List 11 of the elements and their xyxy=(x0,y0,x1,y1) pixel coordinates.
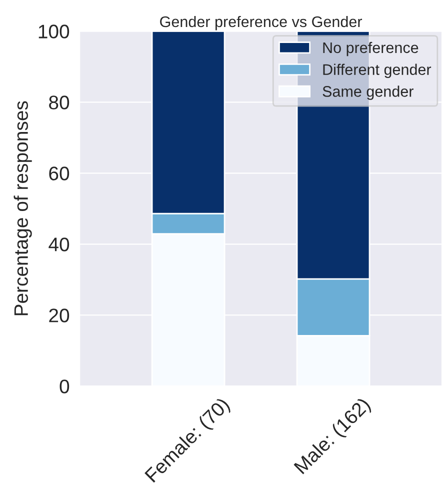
legend-label: Same gender xyxy=(322,86,414,100)
legend-label: Different gender xyxy=(323,64,432,78)
y-tick-label: 60 xyxy=(49,166,70,180)
y-tick-label: 20 xyxy=(49,308,70,322)
legend-label: No preference xyxy=(323,42,418,56)
y-axis-title: Percentage of responses xyxy=(14,101,32,316)
y-tick-label: 40 xyxy=(48,238,70,252)
chart-title: Gender preference vs Gender xyxy=(160,16,362,30)
y-tick-label: 0 xyxy=(60,380,70,394)
y-tick-label: 80 xyxy=(49,96,70,110)
y-tick-label: 100 xyxy=(38,24,70,38)
